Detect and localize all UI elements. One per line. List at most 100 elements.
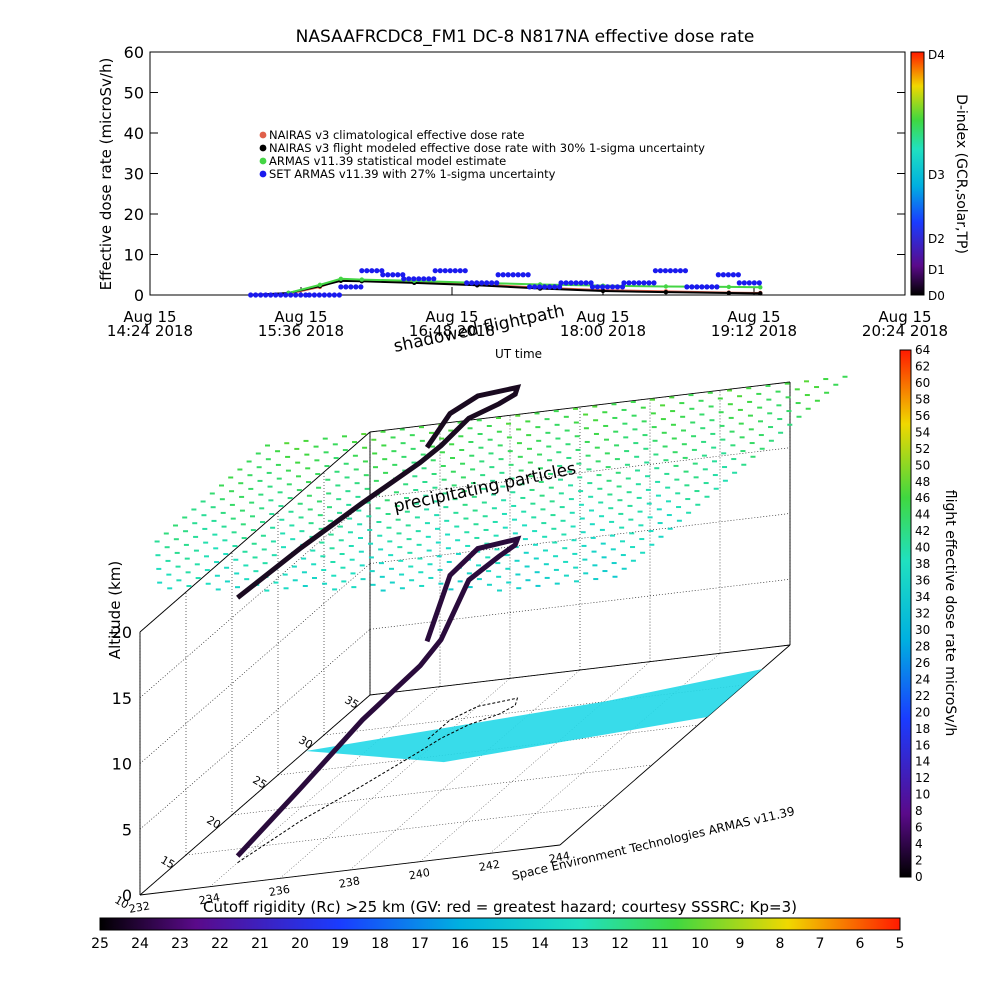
series-point (636, 280, 642, 286)
particle-dose-mark (560, 519, 566, 522)
particle-dose-mark (623, 436, 629, 439)
particle-dose-mark (607, 493, 613, 496)
particle-dose-mark (285, 469, 291, 472)
series-point (437, 268, 443, 274)
particle-dose-mark (205, 582, 211, 585)
series-point (353, 284, 359, 290)
particle-dose-mark (520, 496, 526, 499)
particle-dose-mark (322, 582, 328, 585)
series-point (563, 280, 569, 286)
particle-dose-mark (515, 573, 521, 576)
particle-dose-mark (265, 458, 271, 461)
top-legend: NAIRAS v3 climatological effective dose … (259, 128, 705, 181)
cutoff-tick-label: 16 (451, 936, 469, 952)
particle-dose-mark (343, 462, 349, 465)
altitude-tick-label: 5 (122, 820, 132, 839)
particle-dose-mark (373, 479, 379, 482)
floor-grid-line (209, 686, 441, 887)
series-point (515, 272, 521, 278)
particle-dose-mark (233, 558, 239, 561)
particle-dose-mark (776, 404, 782, 407)
particle-dose-mark (232, 545, 238, 548)
series-point (556, 284, 563, 290)
particle-dose-mark (488, 452, 494, 455)
particle-dose-mark (786, 410, 792, 413)
precipitating-particle-field (154, 375, 848, 592)
particle-dose-mark (409, 579, 415, 582)
particle-dose-mark (548, 486, 554, 489)
particle-dose-mark (574, 435, 580, 438)
particle-dose-mark (306, 481, 312, 484)
particle-dose-mark (259, 507, 265, 510)
particle-dose-mark (333, 457, 339, 460)
side-wall-grid-line (139, 629, 371, 830)
particle-dose-mark (804, 394, 810, 397)
particle-dose-mark (593, 419, 599, 422)
particle-dose-mark (358, 550, 364, 553)
particle-dose-mark (393, 491, 399, 494)
particle-dose-mark (341, 580, 347, 583)
floor-grid-line (279, 678, 511, 879)
particle-dose-mark (596, 474, 602, 477)
particle-dose-mark (620, 554, 626, 557)
particle-dose-mark (722, 479, 728, 482)
particle-dose-mark (325, 478, 331, 481)
flight-dose-tick-label: 14 (915, 755, 930, 769)
particle-dose-mark (400, 442, 406, 445)
particle-dose-mark (732, 471, 738, 474)
series-point (369, 268, 375, 274)
particle-dose-mark (497, 589, 502, 592)
particle-dose-mark (460, 476, 466, 479)
particle-dose-mark (397, 546, 403, 549)
particle-dose-mark (408, 565, 414, 568)
particle-dose-mark (553, 410, 559, 413)
particle-dose-mark (693, 476, 699, 479)
series-point (469, 280, 475, 286)
particle-dose-mark (299, 530, 305, 533)
particle-dose-mark (229, 503, 235, 506)
particle-dose-mark (192, 522, 198, 525)
cutoff-tick-label: 15 (491, 936, 509, 952)
particle-dose-mark (573, 421, 579, 424)
particle-dose-mark (314, 459, 320, 462)
particle-dose-mark (239, 509, 245, 512)
latitude-tick-label: 35 (342, 693, 361, 711)
particle-dose-mark (551, 527, 557, 530)
particle-dose-mark (559, 506, 565, 509)
particle-dose-mark (270, 526, 276, 529)
cutoff-tick-label: 24 (131, 936, 149, 952)
particle-dose-mark (437, 568, 443, 571)
particle-dose-mark (493, 534, 499, 537)
particle-dose-mark (326, 492, 332, 495)
particle-dose-mark (423, 494, 429, 497)
series-point (495, 272, 501, 278)
particle-dose-mark (405, 524, 411, 527)
particle-dose-mark (318, 527, 324, 530)
series-point (452, 268, 458, 274)
particle-dose-mark (244, 578, 250, 581)
particle-dose-mark (277, 491, 283, 494)
particle-dose-mark (193, 535, 199, 538)
altitude-tick-label: 15 (112, 689, 132, 708)
particle-dose-mark (573, 407, 578, 410)
particle-dose-mark (636, 496, 642, 499)
particle-dose-mark (637, 510, 643, 513)
particle-dose-mark (167, 587, 173, 590)
dindex-tick-label: D2 (928, 232, 945, 246)
particle-dose-mark (626, 491, 632, 494)
series-point (531, 284, 538, 290)
particle-dose-mark (214, 561, 220, 564)
particle-dose-mark (660, 418, 666, 421)
particle-dose-mark (156, 567, 162, 570)
longitude-tick-label: 240 (408, 866, 431, 882)
particle-dose-mark (366, 515, 372, 518)
particle-dose-mark (535, 426, 541, 429)
particle-dose-mark (446, 560, 452, 563)
flight-dose-tick-label: 10 (915, 788, 930, 802)
particle-dose-mark (173, 524, 178, 527)
longitude-axis: 232 234 236 238 240 242 244 (128, 849, 571, 915)
particle-dose-mark (380, 589, 386, 592)
particle-dose-mark (173, 538, 179, 541)
particle-dose-mark (654, 467, 660, 470)
shadowed-flightpath (237, 697, 519, 864)
